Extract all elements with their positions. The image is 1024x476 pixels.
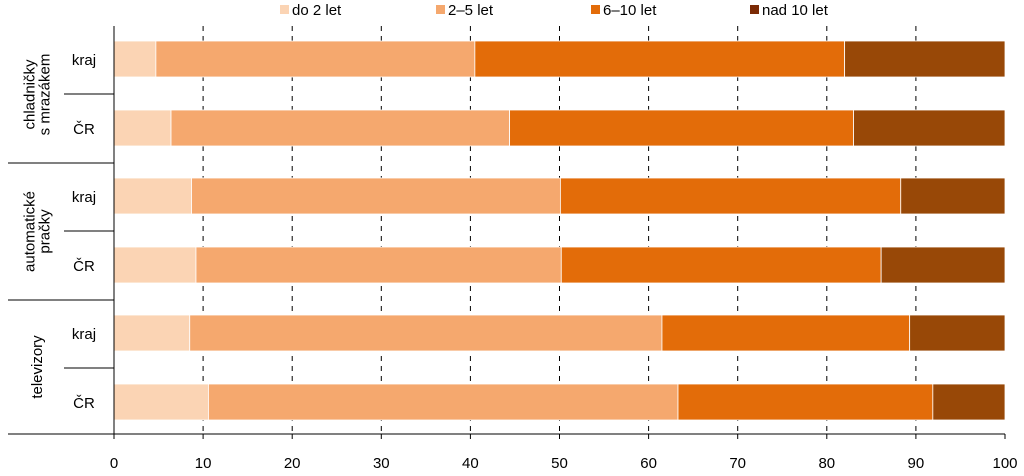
group-label: automaticképračky [22,191,54,272]
bar-segment [113,109,172,147]
x-tick-label: 100 [992,455,1017,472]
legend: do 2 let 2–5 let 6–10 let nad 10 let [280,2,829,19]
bar-segment [509,109,854,147]
row-label: kraj [72,189,96,206]
bar-segment [113,177,192,215]
bar-segment [677,383,934,421]
bar-segment [113,40,157,78]
row-label: ČR [73,395,95,412]
x-tick-label: 0 [110,455,118,472]
row-labels: kraj ČR chladničkys mrazákem kraj ČR automati… [8,52,114,412]
bar-segment [474,40,846,78]
legend-swatch [591,5,600,14]
group-label: chladničkys mrazákem [22,54,54,136]
x-tick-label: 40 [462,455,479,472]
row-label: kraj [72,326,96,343]
x-tick-label: 90 [908,455,925,472]
legend-label: 6–10 let [603,2,657,19]
legend-swatch [280,5,289,14]
x-tick-label: 50 [551,455,568,472]
bar-segment [113,246,197,284]
group-label-line: pračky [37,209,54,254]
bar-segment [661,314,911,352]
group-label-line: automatické [22,191,39,272]
bar-segment [155,40,476,78]
x-tick-label: 80 [818,455,835,472]
bar-segment [880,246,1006,284]
group-label: televizory [29,335,46,399]
bar-segment [932,383,1006,421]
group-label-line: chladničky [22,59,39,130]
row-label: kraj [72,52,96,69]
legend-swatch [436,5,445,14]
group-label-line: s mrazákem [37,54,54,136]
legend-label: 2–5 let [448,2,494,19]
legend-swatch [750,5,759,14]
gridlines [202,26,917,434]
x-tick-label: 30 [373,455,390,472]
bar-segment [560,246,882,284]
bar-segment [189,314,663,352]
x-axis: 0 10 20 30 40 50 60 70 80 90 100 [8,26,1018,472]
bar-segment [853,109,1006,147]
bar-segment [191,177,561,215]
bars [113,40,1006,421]
legend-label: do 2 let [292,2,342,19]
bar-segment [113,383,209,421]
x-tick-label: 20 [284,455,301,472]
bar-segment [170,109,511,147]
bar-segment [909,314,1006,352]
x-tick-label: 10 [195,455,212,472]
legend-label: nad 10 let [762,2,829,19]
row-label: ČR [73,258,95,275]
bar-segment [844,40,1006,78]
x-tick-label: 70 [729,455,746,472]
bar-segment [208,383,679,421]
bar-segment [559,177,902,215]
group-label-line: televizory [29,335,46,399]
x-tick-label: 60 [640,455,657,472]
row-label: ČR [73,121,95,138]
bar-segment [900,177,1006,215]
bar-segment [195,246,562,284]
bar-segment [113,314,191,352]
